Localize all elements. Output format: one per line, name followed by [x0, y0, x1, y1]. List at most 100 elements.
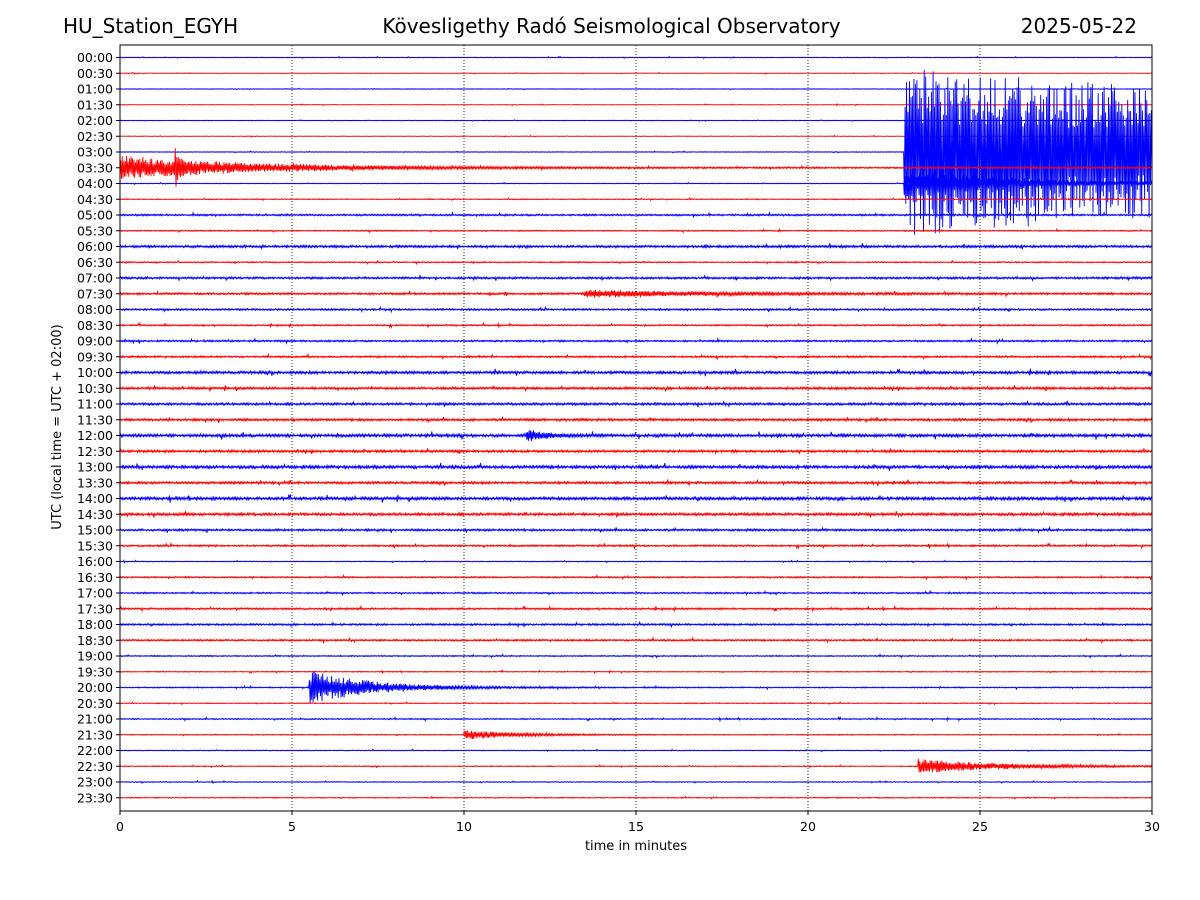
y-tick-label: 18:30: [77, 633, 113, 648]
y-tick-label: 11:00: [77, 397, 113, 412]
chart-title: Kövesligethy Radó Seismological Observat…: [382, 14, 841, 38]
trace-0100: [119, 87, 1153, 91]
y-tick-label: 00:30: [77, 66, 113, 81]
y-tick-label: 19:30: [77, 664, 113, 679]
y-tick-label: 19:00: [77, 649, 113, 664]
trace-0900: [119, 337, 1153, 345]
y-tick-label: 20:00: [77, 680, 113, 695]
y-tick-label: 01:30: [77, 97, 113, 112]
trace-2030: [119, 701, 1153, 706]
y-tick-label: 02:00: [77, 113, 113, 128]
chart-date: 2025-05-22: [1020, 14, 1137, 38]
trace-1600: [119, 559, 1153, 564]
x-tick-label: 5: [288, 819, 296, 834]
trace-1500: [119, 525, 1153, 535]
y-tick-label: 09:30: [77, 349, 113, 364]
y-tick-label: 18:00: [77, 617, 113, 632]
y-tick-label: 17:30: [77, 601, 113, 616]
y-tick-label: 05:00: [77, 208, 113, 223]
y-tick-label: 05:30: [77, 223, 113, 238]
y-tick-label: 08:30: [77, 318, 113, 333]
trace-0330: [119, 148, 1153, 187]
trace-2330: [119, 795, 1153, 800]
trace-1700: [119, 589, 1153, 597]
y-tick-label: 10:00: [77, 365, 113, 380]
trace-1800: [119, 620, 1153, 629]
y-tick-label: 06:00: [77, 239, 113, 254]
y-tick-label: 11:30: [77, 412, 113, 427]
trace-0400: [119, 168, 1153, 200]
trace-0630: [119, 259, 1153, 266]
trace-1230: [119, 447, 1153, 456]
y-tick-label: 13:30: [77, 475, 113, 490]
y-tick-label: 21:30: [77, 727, 113, 742]
y-tick-label: 04:00: [77, 176, 113, 191]
y-tick-label: 21:00: [77, 712, 113, 727]
trace-1730: [119, 604, 1153, 613]
y-tick-label: 14:00: [77, 491, 113, 506]
trace-1330: [119, 478, 1153, 487]
grid-lines: [291, 45, 981, 811]
trace-0730: [119, 289, 1153, 298]
y-tick-label: 03:30: [77, 160, 113, 175]
y-tick-label: 04:30: [77, 192, 113, 207]
y-tick-label: 07:00: [77, 271, 113, 286]
trace-0700: [119, 274, 1153, 282]
trace-0600: [119, 242, 1153, 250]
trace-0800: [119, 305, 1153, 314]
x-axis-label: time in minutes: [585, 839, 687, 854]
trace-1630: [119, 573, 1153, 581]
y-tick-label: 07:30: [77, 286, 113, 301]
y-tick-label: 12:00: [77, 428, 113, 443]
trace-1200: [119, 430, 1153, 442]
trace-1400: [119, 494, 1153, 503]
trace-1930: [119, 669, 1153, 675]
y-axis-label: UTC (local time = UTC + 02:00): [50, 324, 65, 529]
x-tick-label: 30: [1144, 819, 1160, 834]
trace-1530: [119, 541, 1153, 550]
trace-0500: [119, 210, 1153, 219]
trace-1430: [119, 510, 1153, 519]
trace-1900: [119, 653, 1153, 659]
y-tick-label: 22:00: [77, 743, 113, 758]
trace-1100: [119, 400, 1153, 408]
y-tick-group: 00:0000:3001:0001:3002:0002:3003:0003:30…: [77, 50, 120, 805]
y-tick-label: 23:30: [77, 790, 113, 805]
y-tick-label: 03:00: [77, 145, 113, 160]
y-tick-label: 01:00: [77, 82, 113, 97]
y-tick-label: 20:30: [77, 696, 113, 711]
x-tick-label: 15: [628, 819, 644, 834]
y-tick-label: 14:30: [77, 507, 113, 522]
trace-0130: [119, 103, 1153, 107]
y-tick-label: 06:30: [77, 255, 113, 270]
x-tick-group: 0 5 10 15 20 25 30: [116, 811, 1160, 834]
trace-2100: [119, 715, 1153, 723]
trace-2130: [119, 730, 1153, 740]
trace-0830: [119, 321, 1153, 329]
trace-2230: [119, 758, 1153, 773]
trace-2200: [119, 748, 1153, 753]
y-tick-label: 15:00: [77, 523, 113, 538]
trace-2300: [119, 779, 1153, 785]
y-tick-label: 17:00: [77, 586, 113, 601]
trace-1030: [119, 385, 1153, 393]
trace-1300: [119, 462, 1153, 471]
y-tick-label: 08:00: [77, 302, 113, 317]
trace-group: [119, 55, 1153, 800]
trace-0000: [119, 55, 1153, 60]
x-tick-label: 0: [116, 819, 124, 834]
station-name: HU_Station_EGYH: [63, 14, 239, 38]
x-tick-label: 25: [972, 819, 988, 834]
trace-1000: [119, 368, 1153, 377]
y-tick-label: 09:00: [77, 334, 113, 349]
y-tick-label: 16:00: [77, 554, 113, 569]
trace-1130: [119, 415, 1153, 424]
x-tick-label: 10: [456, 819, 472, 834]
y-tick-label: 15:30: [77, 538, 113, 553]
y-tick-label: 23:00: [77, 775, 113, 790]
trace-0030: [119, 71, 1153, 75]
y-tick-label: 22:30: [77, 759, 113, 774]
y-tick-label: 13:00: [77, 460, 113, 475]
y-tick-label: 02:30: [77, 129, 113, 144]
